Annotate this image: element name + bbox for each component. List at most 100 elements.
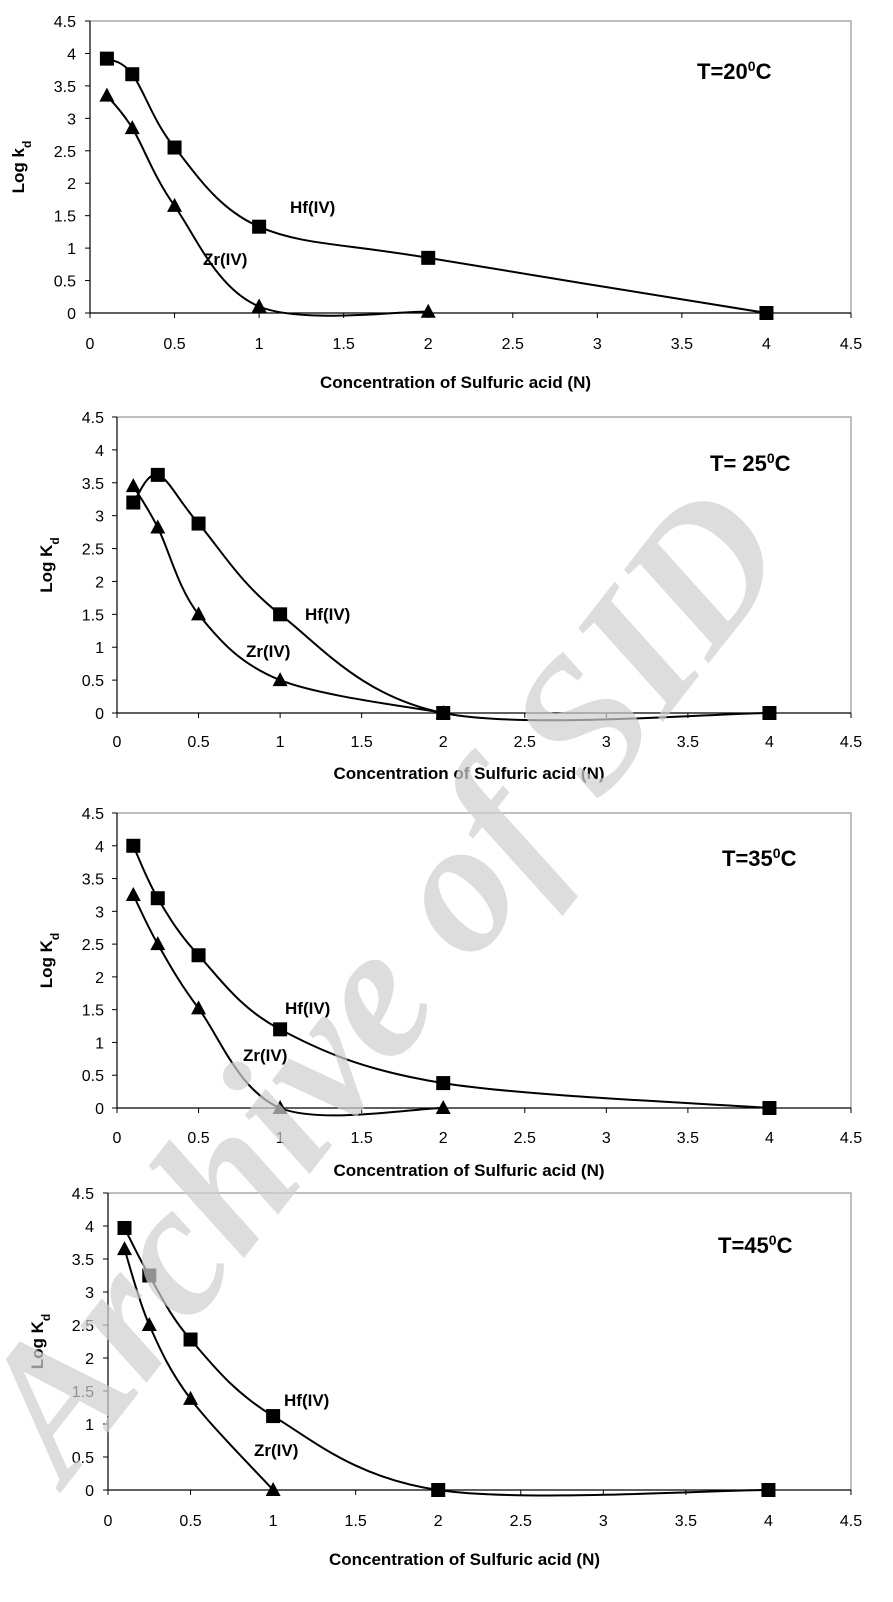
series-label-zr-iv: Zr(IV) [203,250,247,269]
y-tick-label: 4 [95,839,104,856]
y-tick-label: 3 [95,904,104,921]
x-tick-label: 2.5 [514,1130,536,1147]
y-axis-title: Log kd [9,141,34,194]
x-tick-label: 2 [439,1130,448,1147]
x-tick-label: 1 [269,1513,278,1530]
y-tick-label: 4.5 [82,410,104,427]
y-tick-label: 3.5 [54,79,76,96]
x-tick-label: 1 [276,734,285,751]
data-point-zr-iv-triangle [117,1241,133,1256]
temperature-unit: C [775,451,791,476]
data-point-zr-iv-triangle [150,519,166,534]
y-tick-label: 3 [85,1285,94,1302]
x-tick-label: 1.5 [333,336,355,353]
y-tick-label: 1.5 [54,209,76,226]
x-tick-label: 4.5 [840,1130,862,1147]
x-tick-label: 0.5 [187,1130,209,1147]
chart-panel-3: 0 0.5 1 1.5 2 2.5 3 3.5 4 4.5 0 0.5 1 1.5 2 2.5 3 3.5 4 4.5… [37,806,862,1180]
data-point-zr-iv-triangle [99,87,115,102]
data-point-hf-iv-square [273,607,288,622]
y-tick-label: 0 [85,1483,94,1500]
y-axis-title-subscript: d [48,537,62,544]
data-point-hf-iv-square [126,838,141,853]
x-tick-label: 2 [434,1513,443,1530]
series-line-zr-iv [106,94,429,317]
x-axis-title: Concentration of Sulfuric acid (N) [333,1161,604,1180]
data-point-zr-iv-triangle [141,1317,157,1331]
x-tick-label: 2.5 [510,1513,532,1530]
series-label-zr-iv: Zr(IV) [254,1441,298,1460]
x-axis-title: Concentration of Sulfuric acid (N) [320,373,591,392]
temperature-unit: C [777,1233,793,1258]
data-point-hf-iv-square [759,306,774,320]
temperature-unit: C [756,59,772,84]
y-tick-label: 4 [67,46,76,63]
y-tick-label: 3.5 [82,476,104,493]
y-tick-label: 2.5 [82,937,104,954]
temperature-value: T= 25 [710,451,767,476]
series-label-hf-iv: Hf(IV) [305,605,350,624]
y-tick-label: 2.5 [72,1318,94,1335]
x-tick-label: 3.5 [677,1130,699,1147]
data-point-hf-iv-square [273,1022,288,1037]
y-axis-title: Log Kd [37,933,62,989]
data-point-zr-iv-triangle [251,298,267,313]
data-point-hf-iv-square [762,1101,777,1115]
temperature-label: T= 250C [710,450,791,476]
x-tick-label: 3.5 [671,336,693,353]
y-axis-title: Log Kd [37,537,62,593]
y-axis-title-main: Log K [28,1320,47,1369]
y-tick-label: 2 [67,176,76,193]
x-axis-title: Concentration of Sulfuric acid (N) [333,764,604,783]
y-axis-title-main: Log k [9,147,28,193]
y-tick-label: 1.5 [82,607,104,624]
y-axis-title-subscript: d [48,933,62,940]
x-tick-label: 4.5 [840,336,862,353]
y-tick-label: 3 [67,111,76,128]
data-point-hf-iv-square [126,495,141,510]
x-tick-label: 0 [104,1513,113,1530]
y-tick-label: 4.5 [82,806,104,823]
data-point-zr-iv-triangle [125,478,141,493]
data-point-hf-iv-square [762,706,777,720]
data-point-zr-iv-triangle [435,705,451,719]
series-label-hf-iv: Hf(IV) [285,999,330,1018]
y-tick-label: 0.5 [82,1068,104,1085]
x-tick-label: 3 [602,1130,611,1147]
y-tick-label: 4 [85,1219,94,1236]
series-line-zr-iv [132,485,444,714]
x-tick-label: 0 [113,1130,122,1147]
data-point-zr-iv-triangle [183,1390,199,1405]
x-tick-label: 1.5 [351,1130,373,1147]
y-tick-label: 1 [67,241,76,258]
y-tick-label: 4 [95,443,104,460]
data-point-hf-iv-square [421,250,436,265]
y-tick-label: 0 [67,306,76,323]
x-tick-label: 0.5 [163,336,185,353]
y-axis-title-main: Log K [37,544,56,593]
data-point-hf-iv-square [167,140,182,155]
y-tick-label: 2 [95,574,104,591]
data-point-zr-iv-triangle [191,1000,207,1015]
data-point-hf-iv-square [436,1076,451,1091]
data-point-hf-iv-square [183,1332,198,1347]
data-point-hf-iv-square [117,1220,132,1235]
x-tick-label: 0 [86,336,95,353]
x-tick-label: 0.5 [179,1513,201,1530]
temperature-label: T=200C [697,58,772,84]
chart-panel-4: 0 0.5 1 1.5 2 2.5 3 3.5 4 4.5 0 0.5 1 1.5 2 2.5 3 3.5 4 4.5… [28,1186,862,1569]
temperature-label: T=450C [718,1232,793,1258]
x-tick-label: 4 [765,734,774,751]
data-point-hf-iv-square [191,516,206,531]
series-label-hf-iv: Hf(IV) [290,198,335,217]
x-tick-label: 4 [762,336,771,353]
data-point-zr-iv-triangle [265,1482,281,1496]
x-tick-label: 3 [602,734,611,751]
series-line-zr-iv [132,894,444,1117]
temperature-degree: 0 [773,845,781,861]
x-tick-label: 3.5 [677,734,699,751]
x-tick-label: 4 [764,1513,773,1530]
x-tick-label: 2.5 [514,734,536,751]
y-tick-label: 1 [95,640,104,657]
